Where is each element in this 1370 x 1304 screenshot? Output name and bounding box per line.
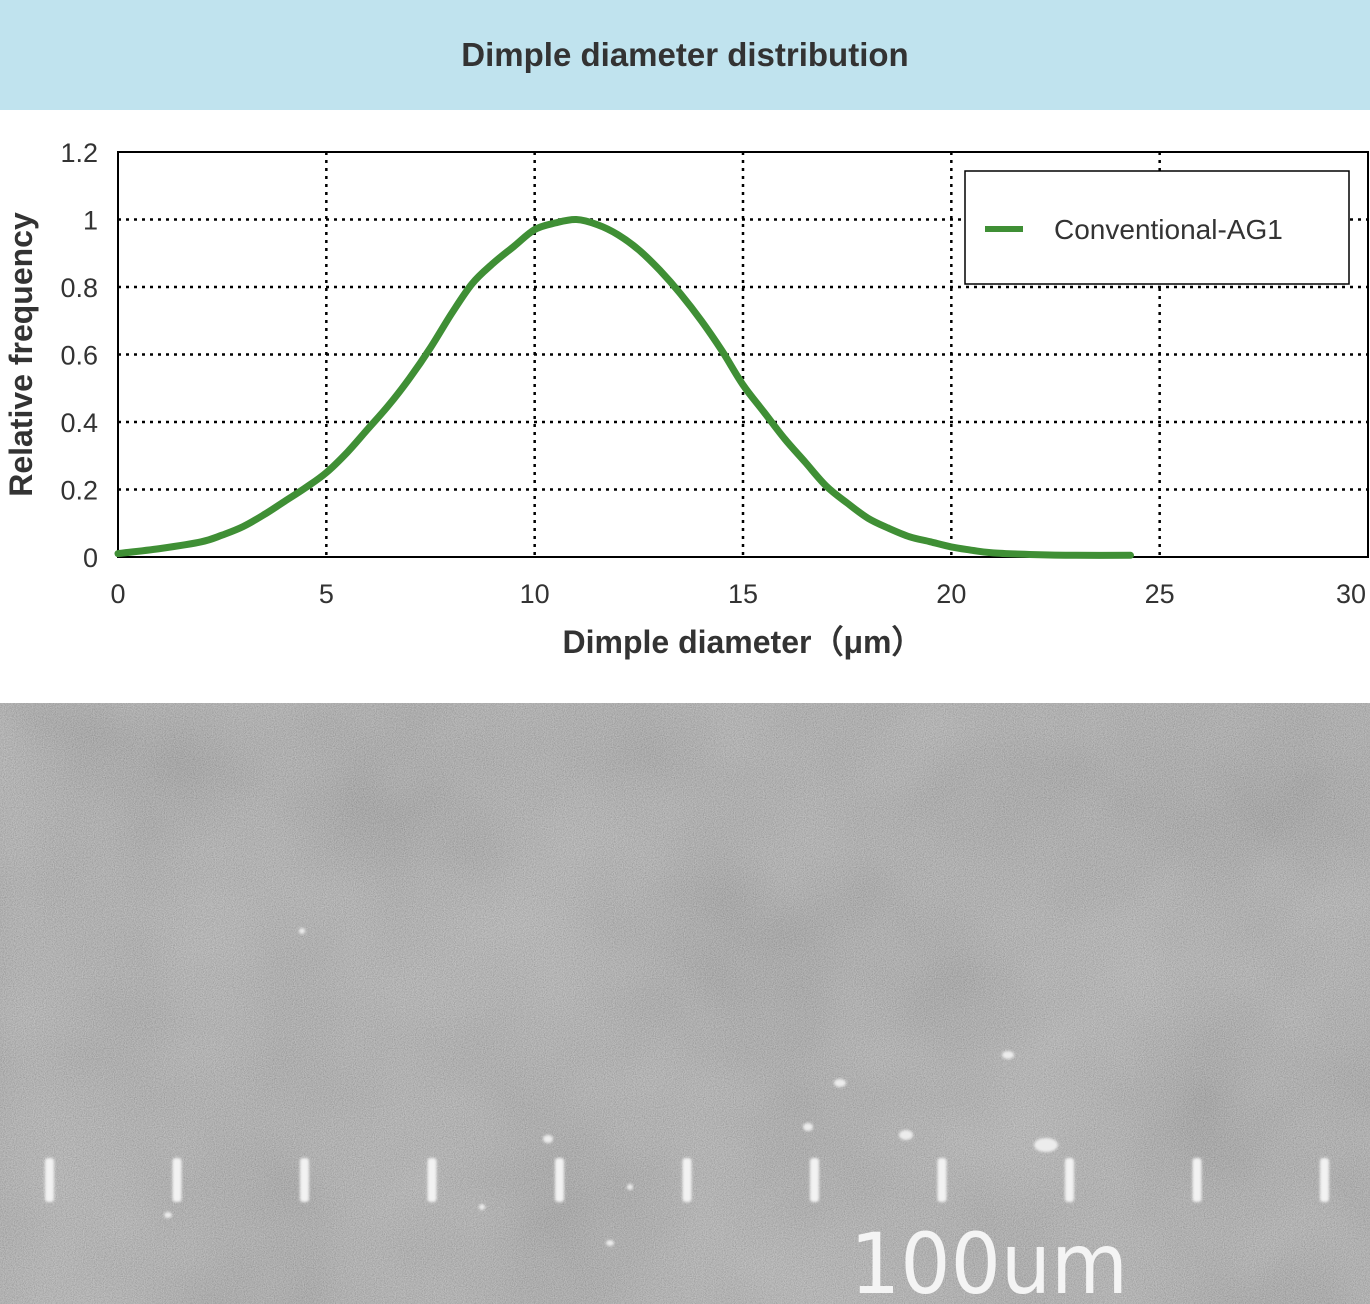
scale-tick: [1320, 1158, 1329, 1202]
x-tick-label: 15: [728, 579, 758, 609]
y-tick-label: 0.4: [60, 408, 98, 438]
legend-label: Conventional-AG1: [1054, 214, 1283, 245]
line-chart: 0 5 10 15 20 25 30 0 0.2 0.4 0.6 0.8 1 1.2 Convention…: [3, 138, 1369, 660]
x-tick-label: 5: [319, 579, 334, 609]
scale-tick: [1192, 1158, 1202, 1202]
scale-tick: [172, 1158, 182, 1202]
scale-tick: [810, 1158, 819, 1202]
x-tick-label: 20: [936, 579, 966, 609]
y-tick-label: 0.6: [60, 341, 98, 371]
tick-labels: 0 5 10 15 20 25 30 0 0.2 0.4 0.6 0.8 1 1.2: [60, 138, 1366, 609]
y-tick-label: 0.8: [60, 273, 98, 303]
y-tick-label: 0: [83, 543, 98, 573]
scale-tick: [45, 1158, 54, 1202]
x-tick-label: 30: [1336, 579, 1366, 609]
scale-bar-ticks: [45, 1158, 1329, 1202]
scale-bar-label: 100um: [850, 1215, 1128, 1304]
y-axis-label: Relative frequency: [3, 212, 39, 497]
bright-specks: [164, 928, 1058, 1246]
x-tick-label: 25: [1145, 579, 1175, 609]
chart-header: Dimple diameter distribution: [0, 0, 1370, 110]
y-tick-label: 1: [83, 206, 98, 236]
series-line-conventional-ag1: [114, 215, 1134, 559]
plot-area: [117, 151, 1369, 558]
x-axis-label: Dimple diameter（μm）: [562, 624, 923, 660]
scale-tick: [300, 1158, 309, 1202]
legend: Conventional-AG1: [964, 170, 1350, 285]
legend-box: [964, 170, 1350, 285]
x-tick-label: 0: [110, 579, 125, 609]
scale-tick: [427, 1158, 437, 1202]
scale-tick: [682, 1158, 692, 1202]
y-tick-label: 0.2: [60, 476, 98, 506]
chart-title: Dimple diameter distribution: [461, 36, 909, 73]
x-tick-label: 10: [520, 579, 550, 609]
micrograph-image: 100um: [0, 703, 1370, 1304]
scale-tick: [937, 1158, 947, 1202]
grid-lines: [118, 152, 1368, 557]
scale-tick: [1065, 1158, 1074, 1202]
y-tick-label: 1.2: [60, 138, 98, 168]
scale-tick: [555, 1158, 564, 1202]
sem-micrograph: 100um: [0, 703, 1370, 1304]
